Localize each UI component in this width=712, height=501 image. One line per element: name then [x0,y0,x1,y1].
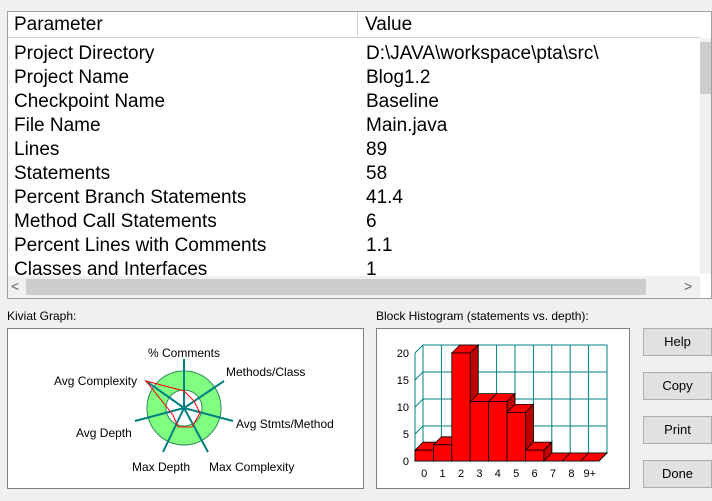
param-cell: Percent Lines with Comments [14,235,267,256]
value-cell: 41.4 [366,187,403,208]
histogram-bar [451,352,471,462]
x-tick-label: 7 [550,468,556,480]
axis-label-avg-stmts: Avg Stmts/Method [236,417,334,431]
table-row[interactable]: Project Name Blog1.2 [8,66,700,90]
histogram-bar [524,449,545,462]
value-cell: 1.1 [366,235,393,256]
axis-avg-stmts [183,407,234,422]
done-button[interactable]: Done [643,460,712,488]
kiviat-panel: % Comments Methods/Class Avg Stmts/Metho… [7,328,364,489]
param-cell: Lines [14,139,60,160]
axis-label-comments: % Comments [148,346,220,360]
histogram-label: Block Histogram (statements vs. depth): [376,309,589,323]
x-tick-label: 6 [532,468,538,480]
histogram-grid-line [414,425,424,435]
table-row[interactable]: Lines 89 [8,138,700,162]
column-header-value[interactable]: Value [358,12,700,38]
histogram-bar [414,449,434,462]
x-tick-label: 2 [458,468,464,480]
histogram-bar [579,452,608,462]
table-row[interactable]: Percent Branch Statements 41.4 [8,186,700,210]
horizontal-scroll-thumb[interactable] [26,279,646,295]
scroll-left-arrow-icon[interactable]: < [11,278,20,294]
horizontal-scrollbar[interactable]: < > [8,276,700,298]
help-button[interactable]: Help [643,328,712,356]
table-row[interactable]: Classes and Interfaces 1 [8,258,700,282]
histogram-bar [506,412,526,462]
axis-avg-depth [134,407,185,422]
histogram-bar [433,444,453,462]
value-cell: Baseline [366,91,439,112]
axis-avg-complexity [145,380,185,409]
y-tick-label: 0 [403,456,409,468]
param-cell: Statements [14,163,111,184]
param-cell: Classes and Interfaces [14,259,208,280]
x-tick-label: 1 [440,468,446,480]
value-cell: 6 [366,211,377,232]
table-row[interactable]: File Name Main.java [8,114,700,138]
vertical-scroll-thumb[interactable] [700,42,711,94]
y-tick-label: 15 [397,375,409,387]
axis-label-max-depth: Max Depth [132,460,190,474]
x-tick-label: 8 [568,468,574,480]
histogram-panel: 0 5 10 15 20 0 1 2 3 4 5 6 7 8 9+ [376,328,630,489]
y-tick-label: 10 [397,402,409,414]
param-cell: Project Name [14,67,130,88]
y-tick-label: 20 [397,348,409,360]
histogram-grid-line [414,344,424,354]
value-cell: Main.java [366,115,448,136]
scroll-right-arrow-icon[interactable]: > [684,278,693,294]
y-tick-label: 5 [403,429,409,441]
vertical-scrollbar[interactable] [700,38,711,274]
histogram-bar [469,401,489,462]
param-cell: Checkpoint Name [14,91,166,112]
x-tick-label: 5 [513,468,519,480]
x-tick-label: 0 [421,468,427,480]
value-cell: 1 [366,259,377,280]
value-cell: 89 [366,139,388,160]
param-cell: Project Directory [14,43,155,64]
x-tick-label: 4 [495,468,501,480]
kiviat-graph: % Comments Methods/Class Avg Stmts/Metho… [54,346,334,474]
histogram-grid-line [414,371,424,381]
copy-button[interactable]: Copy [643,372,712,400]
kiviat-value-polygon [144,380,201,428]
table-row[interactable]: Project Directory D:\JAVA\workspace\pta\… [8,42,700,66]
axis-max-depth [162,407,185,453]
x-tick-label: 3 [476,468,482,480]
axis-label-avg-complexity: Avg Complexity [54,374,137,388]
value-cell: 58 [366,163,388,184]
x-tick-label: 9+ [584,468,597,480]
metrics-table[interactable]: Parameter Value Project Directory D:\JAV… [7,11,712,299]
axis-max-complexity [183,407,209,453]
value-cell: Blog1.2 [366,67,431,88]
kiviat-label: Kiviat Graph: [7,309,77,323]
param-cell: Percent Branch Statements [14,187,247,208]
axis-methods-class [183,380,225,409]
value-cell: D:\JAVA\workspace\pta\src\ [366,43,599,64]
axis-label-methods-class: Methods/Class [226,365,305,379]
histogram-bar [488,401,508,462]
param-cell: File Name [14,115,101,136]
table-row[interactable]: Statements 58 [8,162,700,186]
axis-label-avg-depth: Avg Depth [76,426,132,440]
print-button[interactable]: Print [643,416,712,444]
histogram-grid-line [414,398,424,408]
table-row[interactable]: Percent Lines with Comments 1.1 [8,234,700,258]
param-cell: Method Call Statements [14,211,217,232]
axis-label-max-complexity: Max Complexity [209,460,294,474]
table-row[interactable]: Method Call Statements 6 [8,210,700,234]
column-header-parameter[interactable]: Parameter [8,12,358,38]
table-row[interactable]: Checkpoint Name Baseline [8,90,700,114]
